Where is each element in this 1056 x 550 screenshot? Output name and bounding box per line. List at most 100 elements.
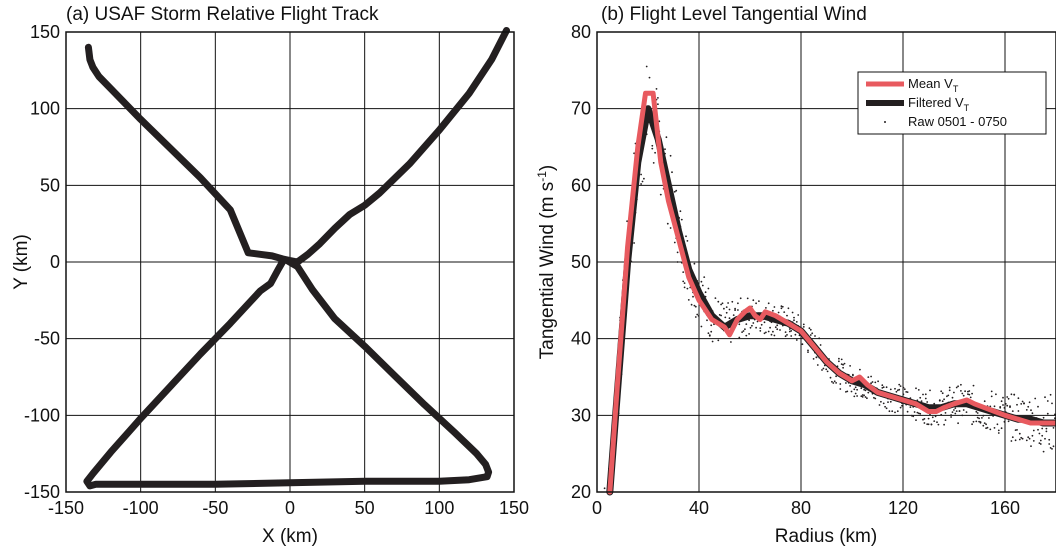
raw-point [964,390,966,393]
raw-point [838,360,840,363]
raw-point [640,173,642,176]
panel-a-ytick-label: 0 [50,252,60,272]
raw-point [666,222,669,225]
panel-b-ytick-label: 80 [571,22,591,42]
raw-point [906,391,909,393]
legend-filtered-label: Filtered VT [908,95,970,113]
raw-point [1051,448,1053,450]
panel-a-frame [65,31,515,493]
raw-point [842,366,844,369]
raw-point [853,388,856,391]
raw-point [933,420,936,422]
raw-point [898,388,901,391]
raw-point [1007,420,1010,423]
legend-filtered-name: Filtered V [908,95,964,110]
panel-a-xlabel: X (km) [262,526,318,547]
raw-point [723,307,725,310]
panel-a-xtick-label: 0 [285,498,295,518]
panel-a-ytick-label: 150 [30,22,60,42]
raw-point [664,148,666,151]
panel-b-xtick-label: 80 [791,498,811,518]
raw-point [791,311,794,314]
raw-point [787,307,790,310]
raw-point [861,396,864,398]
raw-point [734,309,736,311]
raw-point [1045,430,1048,433]
raw-point [927,417,930,420]
raw-point [755,326,757,329]
raw-point [870,382,872,385]
raw-point [961,414,964,417]
raw-point [849,385,851,387]
mean-vt-line [607,90,1056,495]
raw-point [981,417,983,419]
raw-point [1031,412,1034,415]
raw-point [990,390,993,393]
raw-point [850,390,853,393]
raw-point [976,416,979,419]
raw-point [1018,438,1021,441]
raw-point [720,303,722,306]
panel-a-ytick-label: -150 [24,482,60,502]
raw-point [985,423,987,426]
raw-point [873,396,875,399]
raw-point [976,412,979,414]
raw-point [852,373,854,376]
raw-point [1017,410,1020,412]
raw-point [825,368,828,371]
raw-point [809,334,812,336]
raw-point [776,324,779,327]
raw-point [926,401,929,403]
raw-point [821,369,823,371]
raw-point [1049,447,1052,449]
raw-point [901,404,903,407]
raw-point [683,282,686,284]
raw-point [943,423,945,426]
raw-point [985,427,987,430]
panel-b-ylabel-sup: -1 [535,171,549,182]
raw-point [818,337,821,340]
legend-raw-label: Raw 0501 - 0750 [908,114,1007,129]
panel-a-ticks: -150 -100 -50 0 50 100 150 -150 -100 -50 0 50 100 150 [24,22,529,518]
raw-point [1049,393,1052,396]
raw-point [845,382,847,384]
raw-point [930,423,933,426]
raw-point [751,324,753,327]
raw-point [687,299,690,301]
raw-point [860,395,863,398]
raw-point [763,321,766,324]
raw-point [975,410,978,413]
raw-point [1039,439,1042,442]
raw-point [654,151,656,154]
raw-point [1021,400,1024,403]
raw-point [724,316,727,319]
raw-point [899,385,902,387]
raw-point [708,335,711,337]
raw-point [748,333,750,335]
raw-point [943,398,945,401]
panel-a-ylabel: Y (km) [11,234,32,290]
raw-point [725,311,728,314]
raw-point [863,388,865,391]
filtered-vt-line [606,105,1056,496]
raw-point [884,405,886,408]
raw-point [717,339,720,342]
raw-point [807,349,809,352]
raw-point [1048,438,1051,441]
raw-point [915,387,917,390]
raw-point [802,323,805,326]
raw-point [839,383,842,385]
raw-point [881,384,884,387]
panel-b-legend: Mean VT Filtered VT Raw 0501 - 0750 [857,71,1047,135]
raw-point [833,380,836,383]
panel-a-ytick-label: -50 [34,329,60,349]
raw-point [888,410,891,413]
raw-point [951,411,954,413]
raw-point [997,432,1000,434]
raw-point [1002,404,1004,406]
raw-point [835,375,837,378]
raw-point [846,390,849,393]
raw-point [854,386,857,389]
raw-point [978,417,980,420]
